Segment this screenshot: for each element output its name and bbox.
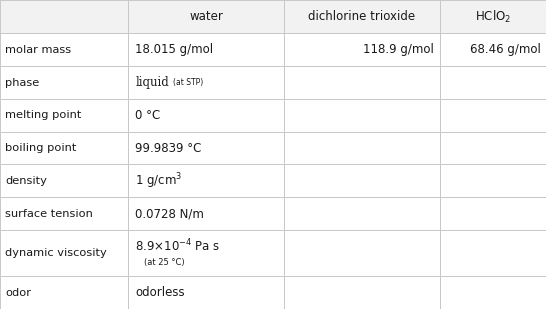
Bar xyxy=(0,66,128,99)
Text: odorless: odorless xyxy=(135,286,185,299)
Bar xyxy=(284,164,440,197)
Text: (at 25 °C): (at 25 °C) xyxy=(144,258,185,267)
Bar xyxy=(284,197,440,230)
Bar xyxy=(128,197,284,230)
Bar xyxy=(128,66,284,99)
Text: phase: phase xyxy=(5,78,40,87)
Text: 118.9 g/mol: 118.9 g/mol xyxy=(363,43,434,56)
Text: 99.9839 °C: 99.9839 °C xyxy=(135,142,202,154)
Bar xyxy=(128,276,284,309)
Text: odor: odor xyxy=(5,288,32,298)
Text: 8.9$\times$10$^{-4}$ Pa s: 8.9$\times$10$^{-4}$ Pa s xyxy=(135,238,221,255)
Bar xyxy=(284,33,440,66)
Bar xyxy=(128,230,284,276)
Text: water: water xyxy=(189,10,223,23)
Bar xyxy=(284,0,440,33)
Text: 0 °C: 0 °C xyxy=(135,109,161,122)
Bar xyxy=(128,33,284,66)
Bar xyxy=(0,164,128,197)
Text: 1 g/cm$^3$: 1 g/cm$^3$ xyxy=(135,171,182,191)
Bar xyxy=(440,276,546,309)
Bar xyxy=(440,197,546,230)
Text: dynamic viscosity: dynamic viscosity xyxy=(5,248,107,258)
Bar xyxy=(440,33,546,66)
Bar xyxy=(284,66,440,99)
Bar xyxy=(284,230,440,276)
Bar xyxy=(0,99,128,132)
Bar xyxy=(0,0,128,33)
Bar xyxy=(440,230,546,276)
Bar xyxy=(128,99,284,132)
Text: 68.46 g/mol: 68.46 g/mol xyxy=(470,43,541,56)
Bar xyxy=(0,230,128,276)
Text: boiling point: boiling point xyxy=(5,143,77,153)
Bar xyxy=(284,276,440,309)
Bar xyxy=(284,132,440,164)
Bar xyxy=(440,66,546,99)
Bar xyxy=(128,132,284,164)
Text: dichlorine trioxide: dichlorine trioxide xyxy=(308,10,416,23)
Text: liquid: liquid xyxy=(135,76,169,89)
Bar xyxy=(440,164,546,197)
Bar xyxy=(128,164,284,197)
Bar xyxy=(0,197,128,230)
Text: molar mass: molar mass xyxy=(5,45,72,55)
Bar xyxy=(440,0,546,33)
Text: melting point: melting point xyxy=(5,110,82,120)
Text: surface tension: surface tension xyxy=(5,209,93,219)
Text: 18.015 g/mol: 18.015 g/mol xyxy=(135,43,213,56)
Bar xyxy=(0,132,128,164)
Text: 0.0728 N/m: 0.0728 N/m xyxy=(135,207,204,220)
Bar xyxy=(128,0,284,33)
Text: density: density xyxy=(5,176,48,186)
Bar xyxy=(0,276,128,309)
Bar xyxy=(0,33,128,66)
Text: (at STP): (at STP) xyxy=(173,78,203,87)
Bar xyxy=(284,99,440,132)
Bar xyxy=(440,132,546,164)
Bar xyxy=(440,99,546,132)
Text: HClO$_2$: HClO$_2$ xyxy=(474,9,511,25)
